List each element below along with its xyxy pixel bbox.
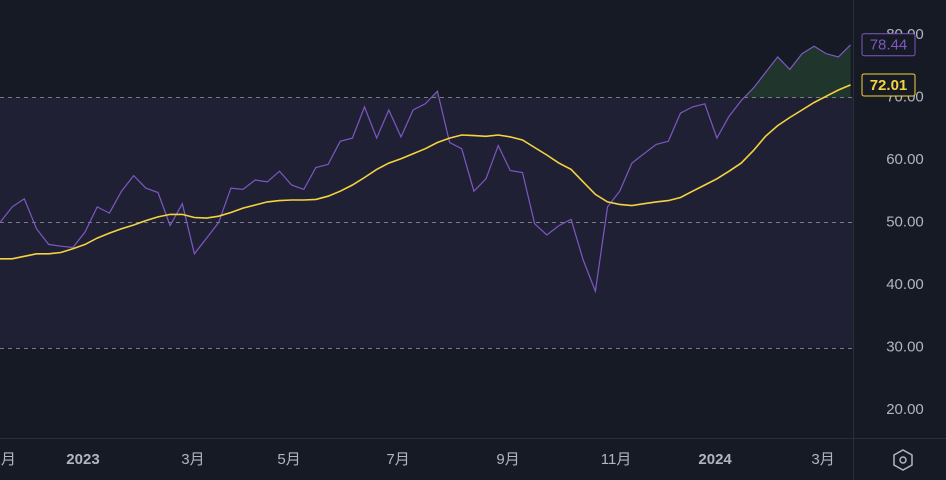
x-tick-label: 9月 [496,451,519,468]
y-tick-label: 20.00 [886,401,924,418]
y-tick-label: 30.00 [886,338,924,355]
y-tick-label: 60.00 [886,151,924,168]
x-tick-label: 2024 [698,451,732,468]
x-tick-label: 7月 [386,451,409,468]
x-tick-label: 5月 [277,451,300,468]
x-tick-label: 3月 [181,451,204,468]
last-value-label: 72.01 [870,77,908,94]
overbought-fill [0,44,851,98]
x-tick-label: 3月 [811,451,834,468]
settings-icon[interactable] [893,449,913,471]
last-value-box [861,33,916,57]
last-value-box [861,73,916,97]
line [0,44,852,294]
y-tick-label: 40.00 [886,276,924,293]
x-tick-label: 2023 [66,451,99,468]
line [0,84,851,260]
plot-area [0,44,853,349]
last-value-label: 78.44 [870,37,908,54]
y-tick-label: 50.00 [886,213,924,230]
x-tick-label: 11月 [601,451,632,468]
x-tick-label: 12月 [0,451,16,468]
